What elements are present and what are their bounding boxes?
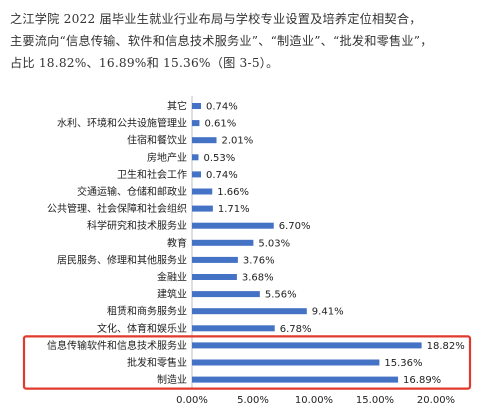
- value-label: 15.36%: [384, 358, 422, 369]
- bar: [192, 376, 399, 383]
- value-label: 1.66%: [217, 187, 249, 198]
- bar: [192, 239, 254, 246]
- value-label: 0.61%: [204, 119, 236, 130]
- intro-paragraph: 之江学院 2022 届毕业生就业行业布局与学校专业设置及培养定位相契合， 主要流…: [10, 8, 490, 74]
- x-tick-label: 20.00%: [417, 395, 455, 406]
- bar: [192, 154, 199, 161]
- category-label: 金融业: [157, 271, 187, 284]
- x-tick-label: 5.00%: [237, 395, 269, 406]
- category-label: 交通运输、仓储和邮政业: [77, 185, 187, 198]
- bar: [192, 188, 213, 195]
- category-label: 公共管理、社会保障和社会组织: [47, 202, 187, 215]
- bar: [192, 120, 200, 127]
- value-label: 16.89%: [403, 375, 441, 386]
- value-label: 0.53%: [203, 153, 235, 164]
- category-label: 文化、体育和娱乐业: [97, 322, 187, 335]
- value-label: 9.41%: [312, 307, 344, 318]
- x-tick-label: 10.00%: [295, 395, 333, 406]
- bar: [192, 205, 213, 212]
- category-label: 水利、环境和公共设施管理业: [57, 117, 187, 130]
- bar: [192, 256, 238, 263]
- category-label: 其它: [167, 100, 187, 113]
- value-label: 18.82%: [427, 341, 465, 352]
- x-tick-label: 0.00%: [176, 395, 208, 406]
- value-label: 3.68%: [242, 273, 274, 284]
- category-label: 租赁和商务服务业: [107, 305, 187, 318]
- bar: [192, 171, 202, 178]
- value-label: 0.74%: [206, 170, 238, 181]
- bar: [192, 291, 260, 298]
- intro-line-2: 主要流向“信息传输、软件和信息技术服务业”、“制造业”、“批发和零售业”，: [10, 34, 433, 48]
- value-label: 0.74%: [206, 102, 238, 113]
- value-label: 5.56%: [265, 290, 297, 301]
- category-label: 卫生和社会工作: [117, 168, 187, 181]
- category-label: 住宿和餐饮业: [127, 134, 187, 147]
- category-label: 信息传输软件和信息技术服务业: [47, 339, 187, 352]
- bar: [192, 222, 274, 229]
- value-label: 1.71%: [218, 204, 250, 215]
- highlight-box: [22, 335, 472, 390]
- bar: [192, 325, 275, 332]
- intro-line-1: 之江学院 2022 届毕业生就业行业布局与学校专业设置及培养定位相契合，: [10, 12, 422, 26]
- bar: [192, 359, 380, 366]
- bar: [192, 137, 217, 144]
- bar: [192, 274, 237, 280]
- intro-line-3: 占比 18.82%、16.89%和 15.36%（图 3-5）。: [10, 56, 279, 70]
- category-label: 居民服务、修理和其他服务业: [57, 253, 187, 266]
- bar: [192, 103, 202, 109]
- value-label: 2.01%: [222, 136, 254, 147]
- category-label: 房地产业: [147, 151, 187, 164]
- category-label: 建筑业: [157, 288, 187, 301]
- value-label: 6.70%: [279, 221, 311, 232]
- bar: [192, 342, 422, 349]
- category-label: 批发和零售业: [127, 356, 187, 369]
- x-tick-label: 15.00%: [356, 395, 394, 406]
- bar: [192, 308, 307, 315]
- category-label: 教育: [167, 236, 187, 249]
- category-label: 制造业: [157, 373, 187, 386]
- category-label: 科学研究和技术服务业: [87, 219, 187, 232]
- value-label: 3.76%: [243, 255, 275, 266]
- value-label: 5.03%: [258, 238, 290, 249]
- value-label: 6.78%: [280, 324, 312, 335]
